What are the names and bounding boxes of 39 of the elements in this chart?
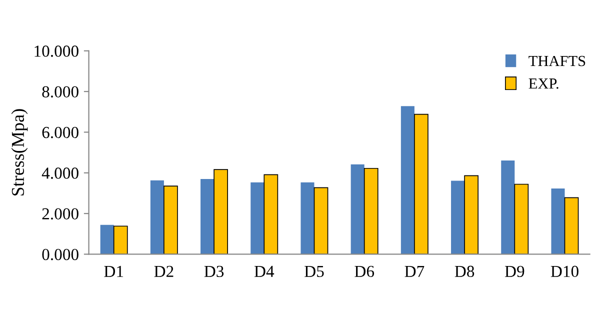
x-tick-label: D5 bbox=[304, 266, 324, 278]
x-tick-label: D10 bbox=[550, 266, 578, 278]
bar bbox=[214, 169, 228, 254]
x-tick-label: D9 bbox=[504, 266, 524, 278]
bar bbox=[200, 178, 214, 254]
bar bbox=[350, 164, 364, 254]
y-tick-label: 2.000 bbox=[42, 208, 78, 220]
bar bbox=[551, 188, 565, 254]
legend-label: THAFTS bbox=[528, 56, 586, 66]
bar bbox=[300, 182, 314, 254]
bar bbox=[100, 224, 114, 254]
bar bbox=[464, 175, 478, 254]
y-tick-label: 4.000 bbox=[42, 168, 78, 179]
bar bbox=[364, 168, 378, 254]
bar bbox=[314, 187, 328, 254]
bar bbox=[451, 180, 465, 254]
bar bbox=[264, 174, 278, 254]
y-tick-label: 0.000 bbox=[42, 248, 78, 260]
x-tick-label: D1 bbox=[104, 266, 124, 277]
bar bbox=[400, 106, 414, 254]
y-tick-label: 10.000 bbox=[34, 46, 78, 57]
x-tick-label: D4 bbox=[254, 266, 274, 277]
bar bbox=[250, 182, 264, 254]
y-tick-label: 8.000 bbox=[42, 86, 78, 98]
bar bbox=[113, 226, 128, 254]
x-tick-label: D2 bbox=[154, 266, 174, 277]
x-tick-label: D3 bbox=[204, 266, 224, 278]
y-tick-label: 6.000 bbox=[42, 126, 78, 138]
y-axis-title: Stress(Mpa) bbox=[11, 109, 28, 196]
legend-label: EXP. bbox=[528, 78, 558, 89]
x-tick-label: D6 bbox=[354, 266, 374, 278]
bar bbox=[514, 184, 529, 254]
x-tick-label: D8 bbox=[454, 266, 474, 278]
bar bbox=[150, 180, 164, 254]
bar bbox=[564, 197, 579, 254]
bar bbox=[501, 160, 515, 254]
x-tick-label: D7 bbox=[404, 266, 424, 277]
bar bbox=[164, 186, 178, 254]
bar bbox=[414, 114, 428, 254]
